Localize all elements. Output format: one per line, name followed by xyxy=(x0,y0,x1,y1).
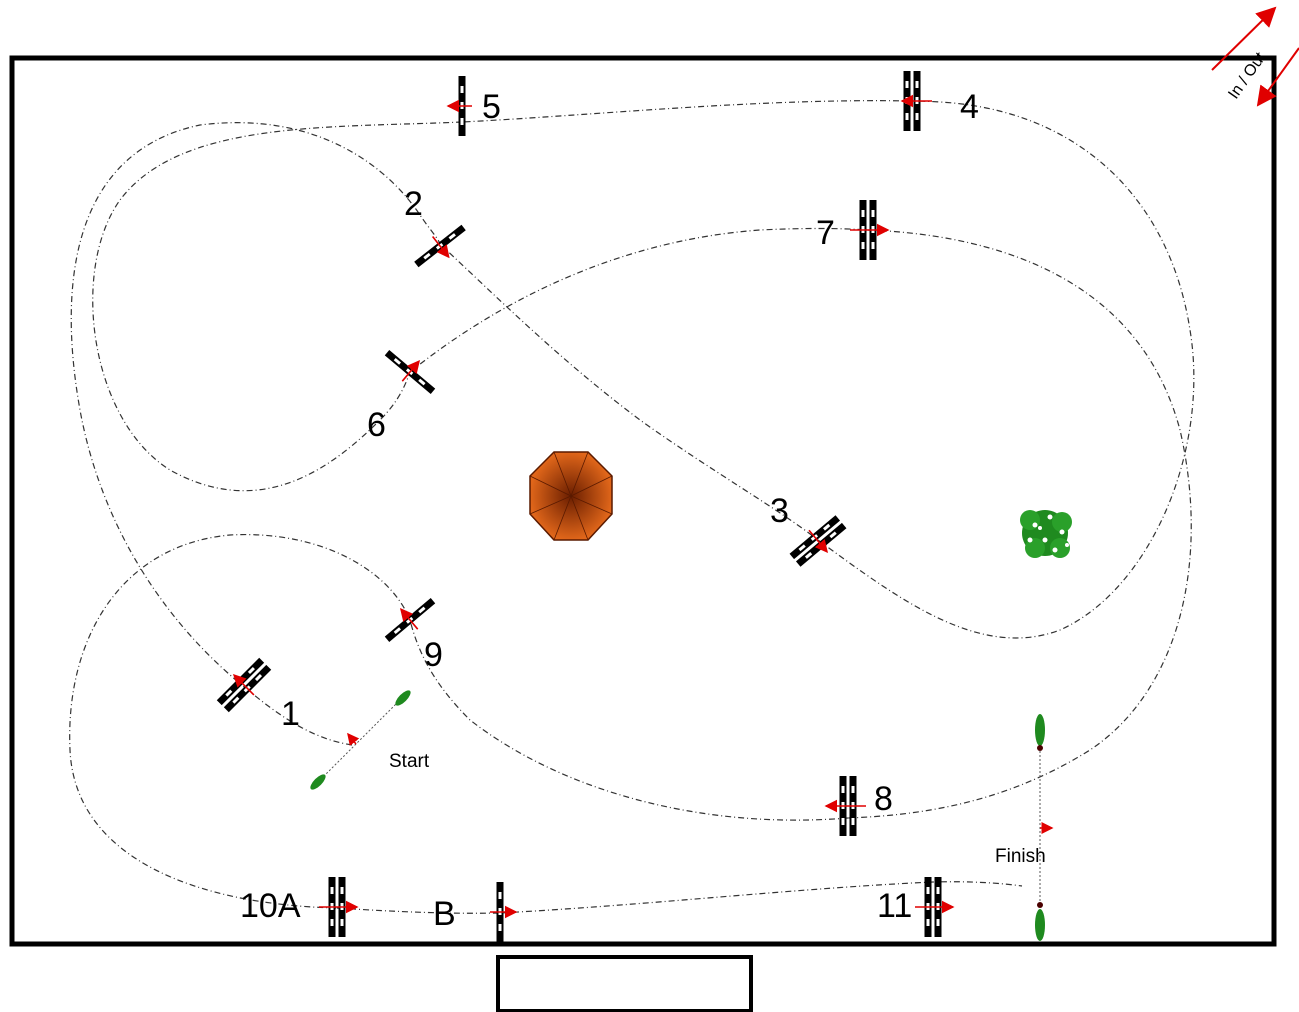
finish-label: Finish xyxy=(995,846,1046,867)
start-flag-right xyxy=(395,690,411,706)
obstacle-10a-label: 10A xyxy=(240,887,301,925)
finish-flag-bottom xyxy=(1035,909,1045,941)
obstacle-8-label: 8 xyxy=(874,780,893,818)
obstacle-2-label: 2 xyxy=(404,185,423,223)
obstacle-3-arrow xyxy=(808,529,829,553)
obstacle-4 xyxy=(900,71,932,131)
start-line: Start xyxy=(310,690,430,790)
finish-flag-top xyxy=(1035,714,1045,746)
obstacle-3-label: 3 xyxy=(770,492,789,530)
octagon-gazebo xyxy=(529,451,613,541)
obstacle-7 xyxy=(850,200,890,260)
finish-line: Finish xyxy=(995,714,1054,941)
obstacle-4-label: 4 xyxy=(960,88,979,126)
obstacle-9 xyxy=(384,598,436,642)
obstacle-11-label: 11 xyxy=(877,887,912,925)
flower-bush xyxy=(1020,510,1072,558)
start-flag-left xyxy=(310,774,326,790)
obstacle-2-arrow xyxy=(431,236,450,259)
obstacle-1-label: 1 xyxy=(281,695,300,733)
obstacle-10a xyxy=(319,877,359,937)
obstacle-9-arrow xyxy=(399,608,419,630)
obstacle-10b xyxy=(490,882,518,942)
obstacle-6 xyxy=(384,350,436,394)
obstacle-3 xyxy=(789,515,847,567)
obstacle-1 xyxy=(216,657,272,713)
obstacle-5-label: 5 xyxy=(482,88,501,126)
obstacle-1-arrow xyxy=(232,673,255,696)
obstacle-7-label: 7 xyxy=(816,214,835,252)
judge-box xyxy=(496,955,753,1012)
obstacle-2 xyxy=(414,224,466,268)
obstacle-9-label: 9 xyxy=(424,636,443,674)
obstacle-6-arrow xyxy=(401,360,421,382)
in-out-gate: In / Out xyxy=(1211,6,1299,107)
obstacle-5 xyxy=(446,76,472,136)
obstacle-11 xyxy=(915,877,955,937)
arena-border xyxy=(9,55,1277,947)
course-route xyxy=(69,100,1195,914)
obstacle-10b-label: B xyxy=(433,895,456,933)
start-label: Start xyxy=(389,751,430,772)
obstacle-6-label: 6 xyxy=(367,406,386,444)
obstacle-8 xyxy=(824,776,866,836)
